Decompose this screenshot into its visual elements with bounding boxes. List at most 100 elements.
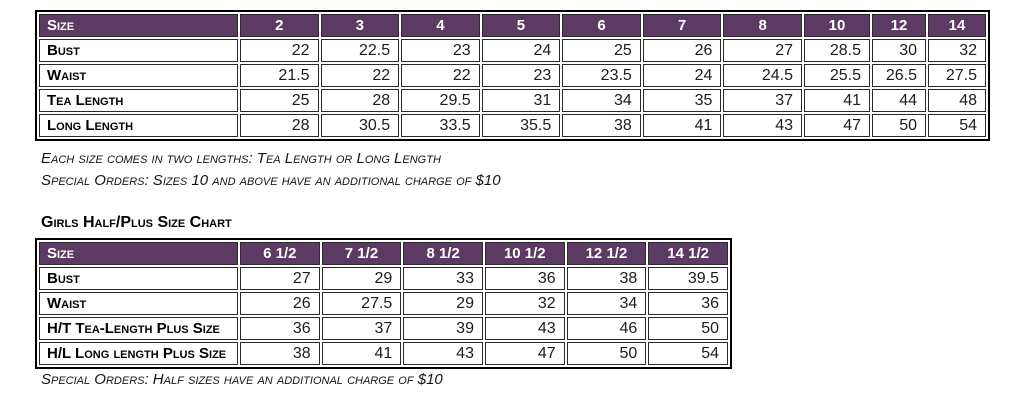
value-cell: 39.5 xyxy=(648,267,728,290)
value-cell: 27 xyxy=(723,39,802,62)
value-cell: 38 xyxy=(566,267,647,290)
value-cell: 24 xyxy=(642,64,722,87)
table-row: Long Length 28 30.5 33.5 35.5 38 41 43 47 50 54 xyxy=(39,114,986,137)
value-cell: 26.5 xyxy=(872,64,926,87)
value-cell: 21.5 xyxy=(240,64,319,87)
value-cell: 37 xyxy=(723,89,802,112)
value-cell: 50 xyxy=(566,342,647,365)
value-cell: 54 xyxy=(928,114,986,137)
value-cell: 38 xyxy=(562,114,641,137)
value-cell: 37 xyxy=(321,317,402,340)
value-cell: 35 xyxy=(642,89,722,112)
size-header-cell: 3 xyxy=(320,14,400,37)
value-cell: 44 xyxy=(872,89,926,112)
size-header-cell: 12 xyxy=(872,14,926,37)
row-label-cell: Tea Length xyxy=(39,89,238,112)
size-header-cell: 2 xyxy=(240,14,319,37)
value-cell: 48 xyxy=(928,89,986,112)
value-cell: 23 xyxy=(401,39,480,62)
value-cell: 36 xyxy=(648,292,728,315)
value-cell: 27.5 xyxy=(928,64,986,87)
header-row: Size 2 3 4 5 6 7 8 10 12 14 xyxy=(39,14,986,37)
size-header-cell: 4 xyxy=(401,14,480,37)
table-row: Bust 27 29 33 36 38 39.5 xyxy=(39,267,728,290)
value-cell: 28 xyxy=(240,114,319,137)
value-cell: 50 xyxy=(648,317,728,340)
table-row: H/L Long length Plus Size 38 41 43 47 50 54 xyxy=(39,342,728,365)
size-header-cell: 6 1/2 xyxy=(240,242,320,265)
value-cell: 29 xyxy=(403,292,483,315)
value-cell: 32 xyxy=(484,292,565,315)
value-cell: 25.5 xyxy=(804,64,870,87)
value-cell: 26 xyxy=(240,292,320,315)
table-row: H/T Tea-Length Plus Size 36 37 39 43 46 50 xyxy=(39,317,728,340)
row-label-cell: Long Length xyxy=(39,114,238,137)
size-header-cell: 5 xyxy=(481,14,561,37)
value-cell: 30 xyxy=(872,39,926,62)
value-cell: 33 xyxy=(403,267,483,290)
value-cell: 28.5 xyxy=(804,39,870,62)
value-cell: 29 xyxy=(321,267,402,290)
size-header-cell: 6 xyxy=(562,14,641,37)
value-cell: 33.5 xyxy=(401,114,480,137)
value-cell: 31 xyxy=(481,89,561,112)
value-cell: 25 xyxy=(240,89,319,112)
value-cell: 36 xyxy=(240,317,320,340)
special-orders-half-note: Special Orders: Half sizes have an addit… xyxy=(41,371,443,388)
value-cell: 50 xyxy=(872,114,926,137)
value-cell: 38 xyxy=(240,342,320,365)
value-cell: 54 xyxy=(648,342,728,365)
value-cell: 30.5 xyxy=(320,114,400,137)
value-cell: 41 xyxy=(642,114,722,137)
size-header-cell: 8 xyxy=(723,14,802,37)
value-cell: 34 xyxy=(562,89,641,112)
value-cell: 23 xyxy=(481,64,561,87)
value-cell: 22 xyxy=(320,64,400,87)
value-cell: 22.5 xyxy=(320,39,400,62)
size-header-label-cell: Size xyxy=(39,14,238,37)
half-plus-size-table: Size 6 1/2 7 1/2 8 1/2 10 1/2 12 1/2 14 1/2 Bus… xyxy=(35,238,732,369)
value-cell: 41 xyxy=(321,342,402,365)
row-label-cell: Bust xyxy=(39,39,238,62)
value-cell: 24.5 xyxy=(723,64,802,87)
value-cell: 35.5 xyxy=(481,114,561,137)
value-cell: 22 xyxy=(401,64,480,87)
size-header-cell: 8 1/2 xyxy=(403,242,483,265)
row-label-cell: H/L Long length Plus Size xyxy=(39,342,238,365)
value-cell: 28 xyxy=(320,89,400,112)
two-lengths-note: Each size comes in two lengths: Tea Leng… xyxy=(41,150,441,167)
size-header-cell: 7 1/2 xyxy=(321,242,402,265)
value-cell: 47 xyxy=(484,342,565,365)
value-cell: 29.5 xyxy=(401,89,480,112)
row-label-cell: Bust xyxy=(39,267,238,290)
table-row: Bust 22 22.5 23 24 25 26 27 28.5 30 32 xyxy=(39,39,986,62)
row-label-cell: Waist xyxy=(39,64,238,87)
value-cell: 24 xyxy=(481,39,561,62)
value-cell: 39 xyxy=(403,317,483,340)
size-header-cell: 10 1/2 xyxy=(484,242,565,265)
row-label-cell: H/T Tea-Length Plus Size xyxy=(39,317,238,340)
value-cell: 32 xyxy=(928,39,986,62)
size-header-cell: 12 1/2 xyxy=(566,242,647,265)
table-row: Waist 21.5 22 22 23 23.5 24 24.5 25.5 26.5 27.5 xyxy=(39,64,986,87)
value-cell: 26 xyxy=(642,39,722,62)
size-header-cell: 7 xyxy=(642,14,722,37)
size-header-cell: 10 xyxy=(804,14,870,37)
value-cell: 43 xyxy=(723,114,802,137)
value-cell: 43 xyxy=(403,342,483,365)
header-row: Size 6 1/2 7 1/2 8 1/2 10 1/2 12 1/2 14 1/2 xyxy=(39,242,728,265)
value-cell: 41 xyxy=(804,89,870,112)
special-orders-standard-note: Special Orders: Sizes 10 and above have … xyxy=(41,172,501,189)
value-cell: 27.5 xyxy=(321,292,402,315)
size-header-cell: 14 1/2 xyxy=(648,242,728,265)
value-cell: 47 xyxy=(804,114,870,137)
value-cell: 22 xyxy=(240,39,319,62)
standard-size-table: Size 2 3 4 5 6 7 8 10 12 14 Bust 22 22.5 23 24 25 26 27 28.… xyxy=(35,10,990,141)
row-label-cell: Waist xyxy=(39,292,238,315)
value-cell: 34 xyxy=(566,292,647,315)
value-cell: 27 xyxy=(240,267,320,290)
table-row: Tea Length 25 28 29.5 31 34 35 37 41 44 48 xyxy=(39,89,986,112)
value-cell: 46 xyxy=(566,317,647,340)
value-cell: 25 xyxy=(562,39,641,62)
